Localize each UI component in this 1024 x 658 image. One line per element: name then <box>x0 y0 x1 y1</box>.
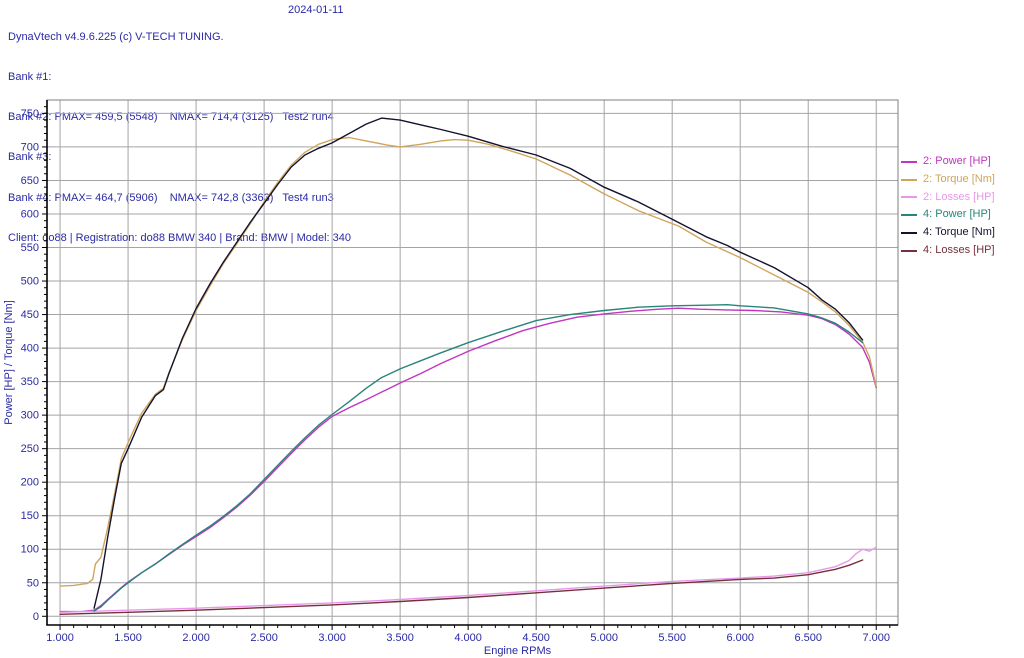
x-axis-title: Engine RPMs <box>484 645 552 657</box>
series-curve-3 <box>59 546 877 613</box>
y-tick-label: 750 <box>21 108 39 120</box>
legend-item-1: 2: Power [HP] <box>901 153 1023 171</box>
series-curve-6 <box>59 559 864 615</box>
legend-line-swatch <box>901 178 917 181</box>
legend-line-swatch <box>901 232 917 235</box>
x-tick-label: 7.000 <box>862 632 890 644</box>
x-tick-label: 1.000 <box>46 632 74 644</box>
x-tick-label: 3.500 <box>386 632 414 644</box>
legend-label: 4: Losses [HP] <box>923 243 995 256</box>
header-line-1: DynaVtech v4.9.6.225 (c) V-TECH TUNING. 2… <box>8 4 1008 44</box>
bank4-line: Bank #4: PMAX= 464,7 (5906) NMAX= 742,8 … <box>8 191 334 204</box>
y-tick-label: 650 <box>21 175 39 187</box>
bank1-line: Bank #1: <box>8 71 52 84</box>
report-header: DynaVtech v4.9.6.225 (c) V-TECH TUNING. 2… <box>8 4 1008 259</box>
legend-label: 2: Power [HP] <box>923 155 991 167</box>
y-tick-label: 350 <box>21 376 39 388</box>
legend-item-3: 2: Losses [HP] <box>901 189 1023 207</box>
report-date: 2024-01-11 <box>288 4 344 16</box>
legend-item-5: 4: Torque [Nm] <box>901 224 1023 242</box>
series-curve-4 <box>93 304 864 612</box>
legend-item-4: 4: Power [HP] <box>901 206 1023 224</box>
y-tick-label: 300 <box>21 410 39 422</box>
y-tick-label: 400 <box>21 343 39 355</box>
legend-item-2: 2: Torque [Nm] <box>901 171 1023 189</box>
x-tick-label: 5.500 <box>658 632 686 644</box>
legend-line-swatch <box>901 160 917 163</box>
x-tick-label: 6.500 <box>794 632 822 644</box>
x-tick-label: 5.000 <box>590 632 618 644</box>
chart-legend: 2: Power [HP] 2: Torque [Nm] 2: Losses [HP… <box>901 153 1023 260</box>
legend-label: 4: Torque [Nm] <box>923 226 995 239</box>
x-tick-label: 3.000 <box>318 632 346 644</box>
legend-label: 2: Losses [HP] <box>923 190 995 203</box>
plot-border <box>46 99 899 626</box>
x-tick-label: 1.500 <box>114 632 142 644</box>
y-tick-label: 500 <box>21 276 39 288</box>
y-tick-label: 100 <box>21 544 39 556</box>
y-tick-label: 550 <box>21 242 39 254</box>
y-axis-title: Power [HP] / Torque [Nm] <box>3 300 15 425</box>
y-tick-label: 600 <box>21 208 39 220</box>
x-tick-label: 2.500 <box>250 632 278 644</box>
y-tick-label: 200 <box>21 477 39 489</box>
y-tick-label: 250 <box>21 443 39 455</box>
y-tick-label: 0 <box>33 611 39 623</box>
bank2-line: Bank #2: PMAX= 459,5 (5548) NMAX= 714,4 … <box>8 111 334 124</box>
client-line: Client: do88 | Registration: do88 BMW 34… <box>8 231 352 244</box>
x-tick-label: 4.500 <box>522 632 550 644</box>
legend-line-swatch <box>901 214 917 217</box>
legend-item-6: 4: Losses [HP] <box>901 242 1023 260</box>
y-tick-label: 150 <box>21 510 39 522</box>
legend-line-swatch <box>901 249 917 252</box>
y-tick-label: 50 <box>27 577 39 589</box>
app-title: DynaVtech v4.9.6.225 (c) V-TECH TUNING. <box>8 30 224 43</box>
legend-label: 2: Torque [Nm] <box>923 172 995 185</box>
x-tick-label: 4.000 <box>454 632 482 644</box>
x-tick-label: 6.000 <box>726 632 754 644</box>
legend-label: 4: Power [HP] <box>923 208 991 221</box>
series-curve-2 <box>59 136 877 587</box>
y-tick-label: 700 <box>21 141 39 153</box>
legend-line-swatch <box>901 196 917 199</box>
series-curve-5 <box>93 117 864 609</box>
y-tick-label: 450 <box>21 309 39 321</box>
x-tick-label: 2.000 <box>182 632 210 644</box>
